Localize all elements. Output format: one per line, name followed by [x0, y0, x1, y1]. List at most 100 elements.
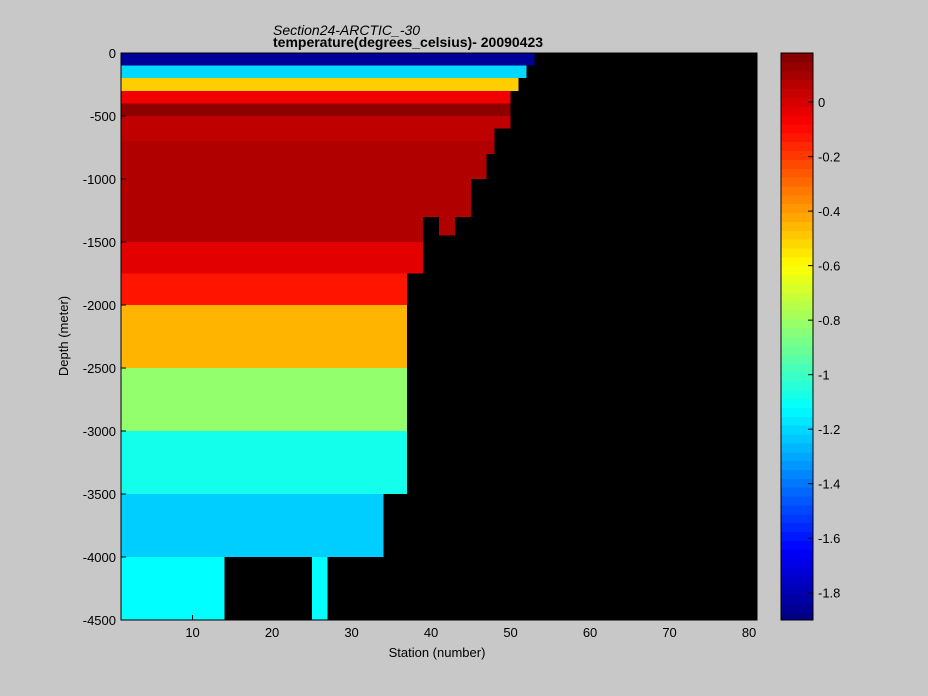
colorbar-band — [781, 239, 813, 249]
y-tick-label: -1500 — [83, 235, 116, 250]
heatmap-cell — [407, 90, 424, 104]
colorbar-band — [781, 469, 813, 479]
y-tick-label: -3000 — [83, 424, 116, 439]
heatmap-cell — [224, 242, 312, 274]
heatmap-cell — [121, 141, 225, 242]
heatmap-cell — [407, 53, 424, 66]
colorbar-band — [781, 283, 813, 293]
colorbar-tick-label: -0.6 — [818, 259, 840, 274]
heatmap-cell — [439, 116, 455, 142]
colorbar-band — [781, 584, 813, 595]
heatmap-cell — [407, 78, 424, 91]
colorbar-tick-label: -1.2 — [818, 422, 840, 437]
colorbar-band — [781, 557, 813, 568]
colorbar-band — [781, 345, 813, 355]
x-tick-label: 50 — [503, 625, 517, 640]
colorbar-band — [781, 540, 813, 550]
heatmap-cell — [121, 90, 225, 104]
heatmap-cell — [383, 103, 408, 116]
colorbar-band — [781, 327, 813, 338]
colorbar-band — [781, 478, 813, 488]
heatmap-cell — [327, 53, 384, 66]
colorbar-band — [781, 504, 813, 515]
colorbar-band — [781, 221, 813, 231]
heatmap-cell — [311, 494, 328, 557]
y-tick-label: -2000 — [83, 298, 116, 313]
colorbar-band — [781, 203, 813, 214]
colorbar-tick-label: -0.4 — [818, 204, 840, 219]
heatmap-cell — [311, 78, 328, 91]
colorbar-band — [781, 194, 813, 205]
heatmap-cell — [470, 141, 487, 179]
colorbar-band — [781, 230, 813, 240]
heatmap-cell — [470, 53, 487, 66]
heatmap-cell — [383, 78, 408, 91]
heatmap-cell — [121, 242, 225, 274]
colorbar-band — [781, 177, 813, 187]
heatmap-cell — [224, 431, 312, 494]
x-tick-label: 80 — [742, 625, 756, 640]
x-tick-label: 20 — [265, 625, 279, 640]
heatmap-cell — [311, 103, 328, 116]
colorbar-band — [781, 602, 813, 612]
heatmap-cell — [121, 103, 225, 116]
colorbar-band — [781, 495, 813, 506]
heatmap-cell — [439, 78, 455, 91]
heatmap-cell — [311, 431, 328, 494]
heatmap-cell — [224, 368, 312, 431]
colorbar-band — [781, 70, 813, 81]
heatmap-cell — [439, 103, 455, 116]
heatmap-cell — [439, 90, 455, 104]
heatmap-cell — [423, 53, 439, 66]
heatmap-cell — [121, 305, 225, 368]
colorbar-band — [781, 407, 813, 417]
heatmap-cell — [383, 242, 408, 274]
colorbar-band — [781, 168, 813, 178]
chart-subtitle: temperature(degrees_celsius)- 20090423 — [273, 34, 543, 50]
colorbar-band — [781, 513, 813, 524]
heatmap-cell — [327, 141, 384, 242]
heatmap-cell — [470, 116, 487, 142]
heatmap-cell — [407, 103, 424, 116]
colorbar-band — [781, 97, 813, 107]
heatmap-cell — [510, 78, 519, 91]
colorbar: 0 -0.2 -0.4 -0.6 -0.8 -1 -1.2 -1.4 -1.6 -1.8 — [780, 52, 840, 621]
heatmap-cell — [311, 242, 328, 274]
heatmap-cell — [224, 65, 312, 79]
colorbar-band — [781, 185, 813, 196]
colorbar-band — [781, 212, 813, 222]
heatmap-cell — [121, 78, 225, 91]
heatmap-cell — [327, 368, 384, 431]
colorbar-tick-label: -1 — [818, 368, 830, 383]
heatmap-cell — [327, 103, 384, 116]
colorbar-band — [781, 371, 813, 382]
colorbar-band — [781, 575, 813, 586]
colorbar-tick-label: -0.8 — [818, 313, 840, 328]
heatmap-cell — [311, 90, 328, 104]
chart-title: Section24-ARCTIC_-30 — [273, 22, 420, 38]
colorbar-band — [781, 159, 813, 169]
colorbar-frame — [780, 52, 814, 621]
colorbar-band — [781, 354, 813, 364]
colorbar-band — [781, 451, 813, 462]
heatmap-cell — [311, 116, 328, 142]
heatmap-cell — [327, 116, 384, 142]
heatmap-cell — [510, 65, 519, 79]
colorbar-band — [781, 522, 813, 533]
heatmap-cell — [121, 65, 225, 79]
heatmap-cell — [486, 141, 495, 154]
heatmap-cell — [327, 305, 384, 368]
heatmap-cell — [121, 431, 225, 494]
heatmap-cell — [423, 141, 439, 217]
heatmap-cell — [454, 78, 471, 91]
y-tick-label: 0 — [109, 46, 116, 61]
heatmap-cell — [121, 494, 225, 557]
heatmap-cell — [327, 78, 384, 91]
colorbar-band — [781, 416, 813, 426]
x-axis-label: Station (number) — [389, 645, 486, 660]
heatmap-cell — [327, 90, 384, 104]
y-tick-label: -4500 — [83, 613, 116, 628]
plot-frame — [120, 52, 758, 621]
heatmap-cell — [327, 65, 384, 79]
